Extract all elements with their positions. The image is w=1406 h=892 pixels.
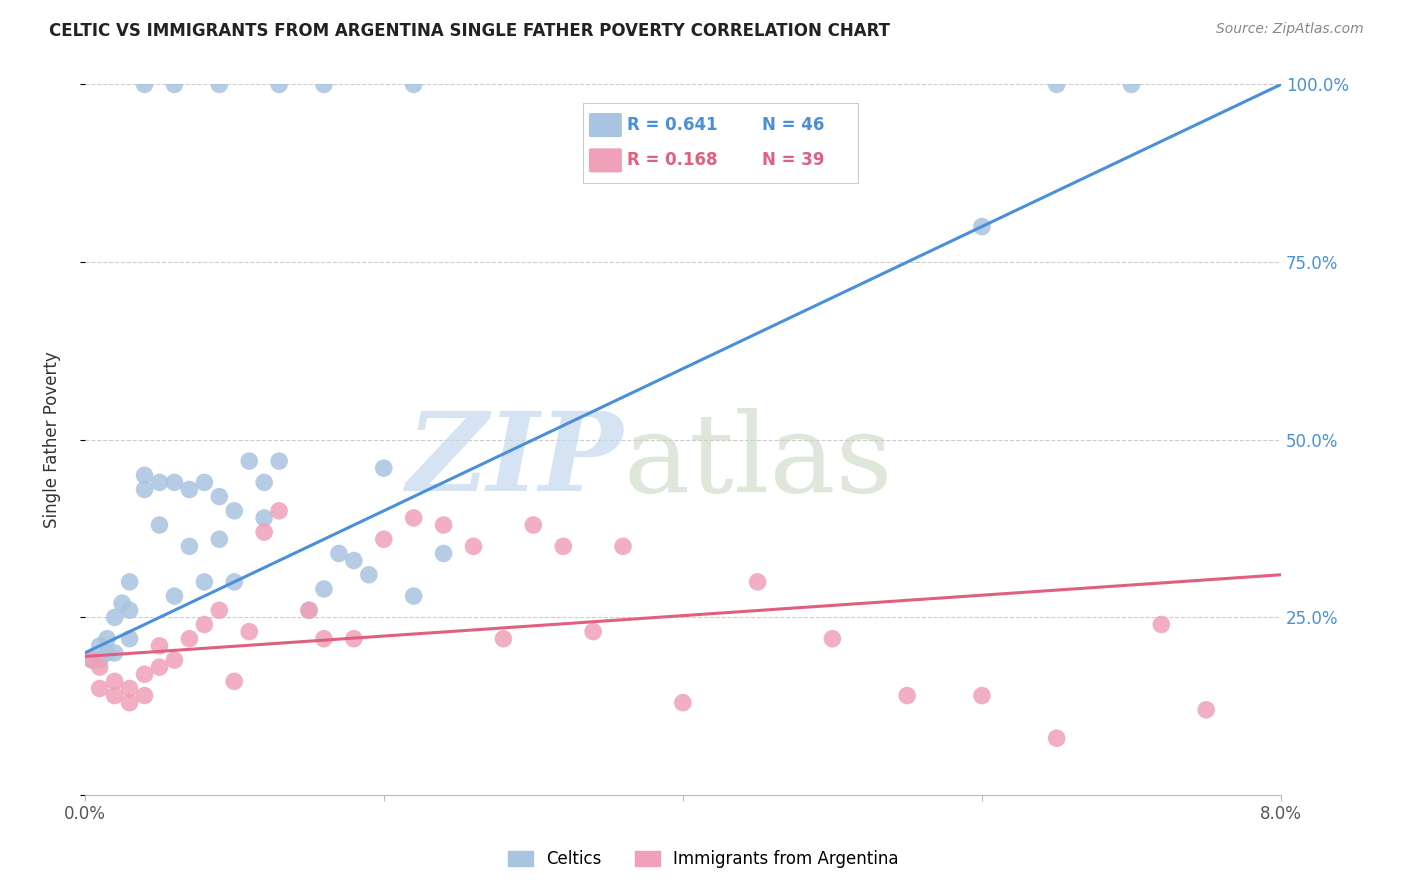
Point <box>104 646 127 660</box>
Point <box>163 589 186 603</box>
Point <box>612 539 634 553</box>
Point <box>134 483 156 497</box>
Point <box>522 518 544 533</box>
Text: ZIP: ZIP <box>406 408 623 515</box>
Y-axis label: Single Father Poverty: Single Father Poverty <box>44 351 60 528</box>
Point <box>402 589 425 603</box>
Point <box>148 660 170 674</box>
Text: N = 39: N = 39 <box>762 152 824 169</box>
Point <box>269 454 291 468</box>
Text: R = 0.641: R = 0.641 <box>627 116 718 134</box>
Point <box>373 461 395 475</box>
Point <box>312 78 335 92</box>
Point <box>298 603 321 617</box>
Text: CELTIC VS IMMIGRANTS FROM ARGENTINA SINGLE FATHER POVERTY CORRELATION CHART: CELTIC VS IMMIGRANTS FROM ARGENTINA SING… <box>49 22 890 40</box>
Point <box>1121 78 1143 92</box>
Point <box>118 696 141 710</box>
Point <box>208 78 231 92</box>
Point <box>104 674 127 689</box>
Point <box>1150 617 1173 632</box>
Text: Source: ZipAtlas.com: Source: ZipAtlas.com <box>1216 22 1364 37</box>
Point <box>373 533 395 547</box>
Point <box>179 539 201 553</box>
Point <box>118 574 141 589</box>
Point <box>111 596 134 610</box>
Point <box>193 574 215 589</box>
Point <box>312 632 335 646</box>
Legend: Celtics, Immigrants from Argentina: Celtics, Immigrants from Argentina <box>501 844 905 875</box>
Point <box>179 632 201 646</box>
Point <box>553 539 575 553</box>
Point <box>193 475 215 490</box>
Point <box>1046 731 1069 746</box>
FancyBboxPatch shape <box>589 113 621 137</box>
Point <box>328 546 350 560</box>
Point <box>253 525 276 540</box>
Point <box>179 483 201 497</box>
Text: R = 0.168: R = 0.168 <box>627 152 718 169</box>
Point <box>134 667 156 681</box>
Point <box>134 468 156 483</box>
Point <box>312 582 335 596</box>
Point <box>224 504 246 518</box>
Point <box>89 681 111 696</box>
Point <box>896 689 918 703</box>
Point <box>89 639 111 653</box>
Point <box>747 574 769 589</box>
Point <box>238 624 260 639</box>
Text: N = 46: N = 46 <box>762 116 824 134</box>
Point <box>82 653 104 667</box>
Point <box>208 490 231 504</box>
Point <box>224 574 246 589</box>
FancyBboxPatch shape <box>589 148 621 172</box>
Point <box>224 674 246 689</box>
Point <box>163 653 186 667</box>
Point <box>208 533 231 547</box>
Point <box>1046 78 1069 92</box>
Point <box>402 511 425 525</box>
Point <box>357 567 380 582</box>
Point <box>118 681 141 696</box>
Point <box>82 653 104 667</box>
Point <box>582 624 605 639</box>
Point <box>163 475 186 490</box>
Point <box>148 518 170 533</box>
Point <box>89 653 111 667</box>
Point <box>193 617 215 632</box>
Point <box>253 475 276 490</box>
Point <box>821 632 844 646</box>
Point <box>96 632 118 646</box>
Point <box>343 632 366 646</box>
Point <box>402 78 425 92</box>
Point <box>433 546 456 560</box>
Point <box>208 603 231 617</box>
Point <box>134 689 156 703</box>
Point <box>148 475 170 490</box>
Point <box>970 219 993 234</box>
Point <box>104 610 127 624</box>
Point <box>433 518 456 533</box>
Point <box>163 78 186 92</box>
Point <box>104 689 127 703</box>
Point <box>672 696 695 710</box>
Point <box>492 632 515 646</box>
Point <box>269 78 291 92</box>
Point <box>298 603 321 617</box>
Point <box>970 689 993 703</box>
Point <box>238 454 260 468</box>
Point <box>463 539 485 553</box>
Point <box>118 603 141 617</box>
Point <box>269 504 291 518</box>
Point <box>148 639 170 653</box>
Point <box>253 511 276 525</box>
Point <box>343 553 366 567</box>
Point <box>118 632 141 646</box>
Point <box>134 78 156 92</box>
Point <box>1195 703 1218 717</box>
Point <box>89 660 111 674</box>
Text: atlas: atlas <box>623 408 893 515</box>
Point <box>96 646 118 660</box>
